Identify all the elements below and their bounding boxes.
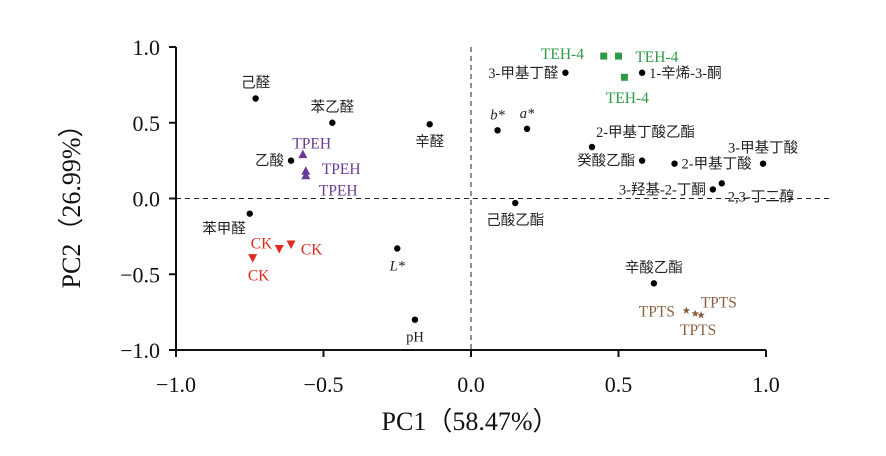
sample-marker-square xyxy=(615,52,622,60)
series-label: TPEH xyxy=(292,135,331,152)
loading-point xyxy=(671,160,678,167)
series-label: CK xyxy=(251,235,273,252)
loading-point xyxy=(512,199,519,207)
sample-marker-triangle-up xyxy=(301,166,311,175)
loading-label: 2-甲基丁酸 xyxy=(682,156,753,173)
y-tick-label: 1.0 xyxy=(133,35,161,60)
loading-label: 2-甲基丁酸乙酯 xyxy=(596,124,695,141)
loading-label: 乙酸 xyxy=(255,153,284,170)
loading-point xyxy=(638,69,646,76)
sample-marker-star xyxy=(682,306,691,314)
x-tick-label: 0.0 xyxy=(457,372,485,397)
sample-marker-star xyxy=(691,309,699,317)
series-tpts: TPTS TPTS TPTS xyxy=(639,295,737,339)
sample-marker-triangle-up xyxy=(298,149,308,159)
y-tick-label: 0.5 xyxy=(133,111,161,136)
loading-point xyxy=(588,143,596,151)
y-axis-title: PC2（26.99%） xyxy=(57,112,86,289)
loading-point xyxy=(650,280,658,287)
series-label: TEH-4 xyxy=(606,90,649,107)
loading-label: 辛酸乙酯 xyxy=(625,259,683,276)
loading-point xyxy=(759,160,767,167)
series-label: CK xyxy=(301,241,323,258)
loading-label: 2,3-丁二醇 xyxy=(728,188,794,205)
series-label: TPEH xyxy=(319,182,358,199)
sample-marker-star xyxy=(697,311,705,319)
x-tick-label: −0.5 xyxy=(304,372,344,397)
series-label: TPEH xyxy=(322,161,361,178)
series-teh-4: TEH-4 TEH-4 TEH-4 xyxy=(541,46,679,107)
loading-label: 癸酸乙酯 xyxy=(577,153,635,170)
loading-point xyxy=(329,119,336,126)
series-label: TPTS xyxy=(701,295,737,312)
loading-label: 己醛 xyxy=(241,75,270,92)
loading-label: b* xyxy=(490,107,505,123)
sample-marker-triangle-down xyxy=(248,254,258,263)
x-tick-label: 0.5 xyxy=(605,372,633,397)
sample-marker-triangle-down xyxy=(274,244,284,254)
loading-point xyxy=(709,186,717,193)
loading-point xyxy=(494,127,501,134)
loading-point xyxy=(562,69,569,76)
series-label: TPTS xyxy=(639,304,675,321)
loading-label: L* xyxy=(389,258,406,274)
series-label: TEH-4 xyxy=(635,49,678,66)
series-label: TPTS xyxy=(680,322,716,339)
series-label: CK xyxy=(248,267,270,284)
axes: −1.0 −0.5 0.0 0.5 1.0 −1.0 −0.5 0.0 0.5 1.0 xyxy=(120,35,780,397)
x-axis-title: PC1（58.47%） xyxy=(382,407,559,436)
y-tick-label: 0.0 xyxy=(133,187,161,212)
series-label: TEH-4 xyxy=(541,46,584,63)
loading-label: 3-甲基丁酸 xyxy=(728,140,799,157)
loading-label: pH xyxy=(406,330,424,346)
loading-label: a* xyxy=(520,106,535,122)
x-tick-label: 1.0 xyxy=(752,372,780,397)
loading-label: 苯甲醛 xyxy=(202,221,246,238)
loading-point xyxy=(246,210,253,217)
y-tick-label: −0.5 xyxy=(120,262,160,287)
x-tick-label: −1.0 xyxy=(156,372,196,397)
loading-label: 己酸乙酯 xyxy=(486,212,544,229)
series-ck: CK CK CK xyxy=(248,235,323,284)
loading-point xyxy=(411,316,419,323)
loading-label: 苯乙醛 xyxy=(311,99,355,116)
loading-point xyxy=(523,125,531,133)
zero-reference-lines xyxy=(176,47,830,350)
sample-marker-triangle-down xyxy=(286,240,296,249)
loading-point xyxy=(394,245,401,252)
loading-point xyxy=(287,157,295,164)
loading-point xyxy=(252,95,259,102)
loading-label: 3-羟基-2-丁酮 xyxy=(619,181,706,198)
loading-label: 1-辛烯-3-酮 xyxy=(649,65,722,82)
series-tpeh: TPEH TPEH TPEH xyxy=(292,135,360,199)
sample-marker-triangle-up xyxy=(301,170,311,180)
loading-point xyxy=(638,157,646,164)
sample-marker-square xyxy=(600,52,608,60)
y-tick-label: −1.0 xyxy=(120,338,160,363)
loading-point xyxy=(426,121,433,128)
loading-point xyxy=(718,180,725,187)
loading-label: 3-甲基丁醛 xyxy=(488,65,559,82)
sample-marker-square xyxy=(620,73,628,81)
loading-label: 辛醛 xyxy=(415,133,444,150)
